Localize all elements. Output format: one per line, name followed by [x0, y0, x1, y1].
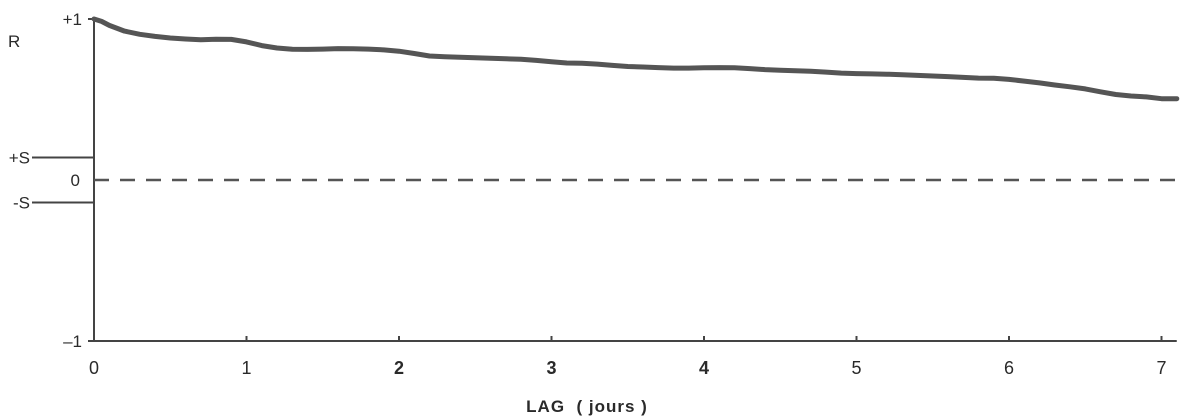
- data-point: [1145, 96, 1147, 98]
- data-point: [413, 52, 415, 55]
- data-point: [947, 76, 949, 78]
- data-point: [672, 67, 675, 69]
- data-point: [993, 77, 995, 79]
- data-point: [627, 65, 629, 68]
- y-tick-label: +1: [63, 10, 82, 29]
- data-point: [749, 68, 751, 70]
- data-point: [489, 57, 492, 59]
- y-tick-label: -S: [13, 194, 30, 213]
- data-point: [932, 75, 934, 77]
- data-point: [1008, 78, 1010, 80]
- data-point: [810, 70, 812, 72]
- data-point: [642, 66, 644, 68]
- data-point: [505, 58, 507, 60]
- data-point: [886, 73, 888, 75]
- data-point: [1130, 95, 1132, 97]
- data-point: [1023, 80, 1025, 82]
- data-point: [1115, 93, 1117, 96]
- x-tick-label: 4: [699, 358, 709, 378]
- data-point: [123, 30, 126, 32]
- y-tick-label: 0: [71, 171, 80, 190]
- data-point: [596, 63, 598, 65]
- data-point: [200, 39, 202, 41]
- x-tick-label: 2: [394, 358, 404, 378]
- labels: R LAG ( jours ) +1 +S 0 -S –1 0 1 2 3 4 5 6 7: [8, 10, 1167, 416]
- data-point: [398, 50, 400, 52]
- y-tick-label: +S: [9, 148, 30, 167]
- data-point: [1176, 98, 1178, 100]
- data-point: [428, 55, 431, 57]
- data-point: [718, 67, 720, 69]
- data-point: [1099, 91, 1102, 93]
- data-point: [93, 18, 95, 20]
- data-point: [230, 38, 232, 41]
- data-point: [550, 61, 553, 63]
- data-point: [825, 71, 827, 73]
- data-point: [1038, 82, 1041, 84]
- data-point: [535, 59, 537, 62]
- data-point: [169, 37, 171, 39]
- data-point: [1084, 88, 1086, 90]
- data-point: [764, 69, 766, 71]
- x-tick-label: 1: [241, 358, 251, 378]
- data-point: [474, 57, 476, 59]
- data-point: [962, 76, 964, 78]
- data-point: [108, 24, 110, 26]
- data-point: [139, 33, 141, 35]
- y-tick-label: –1: [63, 332, 82, 351]
- data-point: [1160, 98, 1163, 100]
- data-point: [337, 48, 339, 50]
- x-tick-label: 5: [851, 358, 861, 378]
- data-point: [276, 47, 278, 49]
- data-point: [322, 48, 324, 50]
- data-point: [733, 67, 736, 69]
- data-point: [291, 48, 293, 50]
- data-point: [1054, 84, 1056, 86]
- data-point: [977, 77, 980, 79]
- data-point: [611, 64, 614, 66]
- data-point: [566, 62, 568, 64]
- data-point: [840, 72, 842, 74]
- data-point: [184, 38, 187, 40]
- x-axis-label: LAG ( jours ): [526, 397, 648, 416]
- data-point: [459, 56, 461, 58]
- data-point: [657, 67, 659, 69]
- data-point: [306, 48, 309, 51]
- x-tick-label: 6: [1004, 358, 1014, 378]
- data-point: [901, 74, 903, 76]
- data-point: [581, 62, 583, 64]
- series-layer: [91, 16, 1180, 102]
- data-point: [916, 74, 919, 76]
- x-tick-label: 7: [1156, 358, 1166, 378]
- data-point: [779, 69, 781, 71]
- series-line: [91, 16, 1180, 102]
- data-point: [367, 48, 370, 50]
- data-point: [703, 67, 705, 69]
- x-tick-label: 0: [89, 358, 99, 378]
- data-point: [520, 58, 522, 60]
- data-point: [154, 35, 156, 38]
- data-point: [688, 67, 690, 69]
- axes: [32, 18, 1177, 342]
- data-point: [352, 48, 354, 50]
- data-point: [245, 41, 248, 43]
- x-tick-label: 3: [546, 358, 556, 378]
- data-point: [261, 45, 263, 47]
- data-point: [383, 49, 385, 51]
- data-point: [215, 38, 217, 40]
- data-point: [444, 56, 446, 58]
- data-point: [1069, 86, 1071, 88]
- data-point: [101, 20, 103, 22]
- y-axis-label: R: [8, 32, 20, 51]
- data-point: [855, 73, 858, 75]
- data-point: [794, 70, 797, 72]
- data-point: [871, 73, 873, 75]
